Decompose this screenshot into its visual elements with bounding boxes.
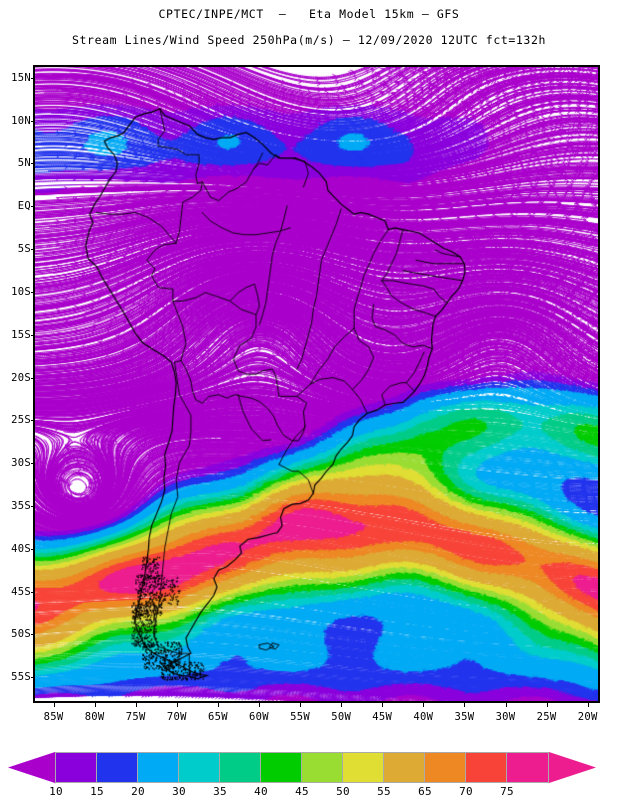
map-plot-area	[33, 65, 600, 703]
colorbar-segment	[179, 753, 220, 782]
x-axis-tick-mark	[587, 703, 589, 707]
x-axis-tick-label: 80W	[84, 711, 105, 723]
x-axis-tick-label: 20W	[577, 711, 598, 723]
y-axis-tick-label: 15N	[11, 71, 31, 84]
x-axis-tick-label: 30W	[495, 711, 516, 723]
x-axis-tick-label: 45W	[372, 711, 393, 723]
x-axis-tick-mark	[300, 703, 302, 707]
y-axis-tick-label: EQ	[17, 200, 31, 213]
x-axis-tick-mark	[505, 703, 507, 707]
y-axis-tick-mark	[31, 634, 35, 636]
colorbar-tick-label: 75	[500, 785, 514, 798]
x-axis-tick-label: 85W	[43, 711, 64, 723]
x-axis-tick-label: 75W	[125, 711, 146, 723]
x-axis-tick-mark	[464, 703, 466, 707]
y-axis-tick-mark	[31, 249, 35, 251]
x-axis-tick-label: 65W	[207, 711, 228, 723]
x-axis-tick-mark	[176, 703, 178, 707]
y-axis-tick-label: 50S	[11, 628, 31, 641]
colorbar-segment	[56, 753, 97, 782]
x-axis-tick-mark	[382, 703, 384, 707]
y-axis-tick-mark	[31, 334, 35, 336]
page-title: CPTEC/INPE/MCT — Eta Model 15km — GFS	[158, 7, 460, 21]
y-axis-tick-label: 10N	[11, 114, 31, 127]
colorbar-tick-label: 30	[172, 785, 186, 798]
x-axis-tick-mark	[217, 703, 219, 707]
y-axis-tick-mark	[31, 77, 35, 79]
y-axis-latitude: 15N 10N 5N EQ 5S 10S 15S 20S 25S 30S 35S 40S 45S 50S 5…	[0, 65, 35, 703]
y-axis-tick-mark	[31, 120, 35, 122]
y-axis-tick-label: 40S	[11, 542, 31, 555]
y-axis-tick-label: 35S	[11, 500, 31, 513]
x-axis-tick-mark	[258, 703, 260, 707]
colorbar-segment	[302, 753, 343, 782]
y-axis-tick-mark	[31, 677, 35, 679]
colorbar-over-arrow-icon	[549, 752, 596, 783]
colorbar-segment	[138, 753, 179, 782]
y-axis-tick-mark	[31, 291, 35, 293]
y-axis-tick-mark	[31, 420, 35, 422]
y-axis-tick-label: 15S	[11, 328, 31, 341]
x-axis-tick-label: 55W	[290, 711, 310, 723]
colorbar-segment	[384, 753, 425, 782]
y-axis-tick-label: 30S	[11, 457, 31, 470]
streamline-wind-speed-map	[35, 67, 598, 701]
colorbar-tick-label: 15	[90, 785, 104, 798]
y-axis-tick-mark	[31, 163, 35, 165]
x-axis-tick-label: 25W	[536, 711, 557, 723]
y-axis-tick-mark	[31, 206, 35, 208]
x-axis-tick-mark	[94, 703, 96, 707]
y-axis-tick-mark	[31, 463, 35, 465]
chart-subtitle: Stream Lines/Wind Speed 250hPa(m/s) — 12…	[72, 33, 546, 47]
y-axis-tick-mark	[31, 377, 35, 379]
y-axis-tick-mark	[31, 548, 35, 550]
x-axis-tick-mark	[53, 703, 55, 707]
colorbar-segment	[466, 753, 507, 782]
y-axis-tick-label: 5S	[17, 243, 31, 256]
y-axis-tick-label: 5N	[17, 157, 31, 170]
y-axis-tick-label: 55S	[11, 671, 31, 684]
colorbar-tick-label: 70	[459, 785, 473, 798]
colorbar-segments	[55, 752, 549, 783]
x-axis-tick-label: 60W	[249, 711, 269, 723]
x-axis-tick-label: 40W	[413, 711, 434, 723]
colorbar-under-arrow-icon	[8, 752, 55, 783]
y-axis-tick-label: 25S	[11, 414, 31, 427]
x-axis-tick-mark	[546, 703, 548, 707]
colorbar-segment	[507, 753, 548, 782]
colorbar-tick-label: 55	[377, 785, 391, 798]
colorbar-tick-label: 10	[49, 785, 63, 798]
colorbar-segment	[343, 753, 384, 782]
y-axis-tick-label: 45S	[11, 585, 31, 598]
colorbar-segment	[97, 753, 138, 782]
y-axis-tick-mark	[31, 506, 35, 508]
x-axis-tick-label: 35W	[454, 711, 475, 723]
colorbar-tick-label: 50	[336, 785, 350, 798]
chart-title-block: CPTEC/INPE/MCT — Eta Model 15km — GFS St…	[0, 0, 618, 60]
colorbar-tick-label: 20	[131, 785, 145, 798]
x-axis-tick-mark	[423, 703, 425, 707]
colorbar-tick-label: 40	[254, 785, 268, 798]
y-axis-tick-label: 10S	[11, 285, 31, 298]
y-axis-tick-label: 20S	[11, 371, 31, 384]
colorbar-segment	[261, 753, 302, 782]
x-axis-tick-mark	[135, 703, 137, 707]
x-axis-tick-label: 70W	[166, 711, 187, 723]
colorbar-tick-label: 35	[213, 785, 227, 798]
colorbar-legend: 10 15 20 30 35 40 45 50 55 65 70 75	[0, 745, 618, 800]
x-axis-longitude: 85W 80W 75W 70W 65W 60W 55W 50W 45W 40W 35W 30W 25W 2…	[33, 703, 600, 727]
x-axis-tick-mark	[341, 703, 343, 707]
colorbar-segment	[220, 753, 261, 782]
colorbar-tick-label: 45	[295, 785, 309, 798]
y-axis-tick-mark	[31, 591, 35, 593]
x-axis-tick-label: 50W	[331, 711, 352, 723]
colorbar-segment	[425, 753, 466, 782]
colorbar-tick-label: 65	[418, 785, 432, 798]
